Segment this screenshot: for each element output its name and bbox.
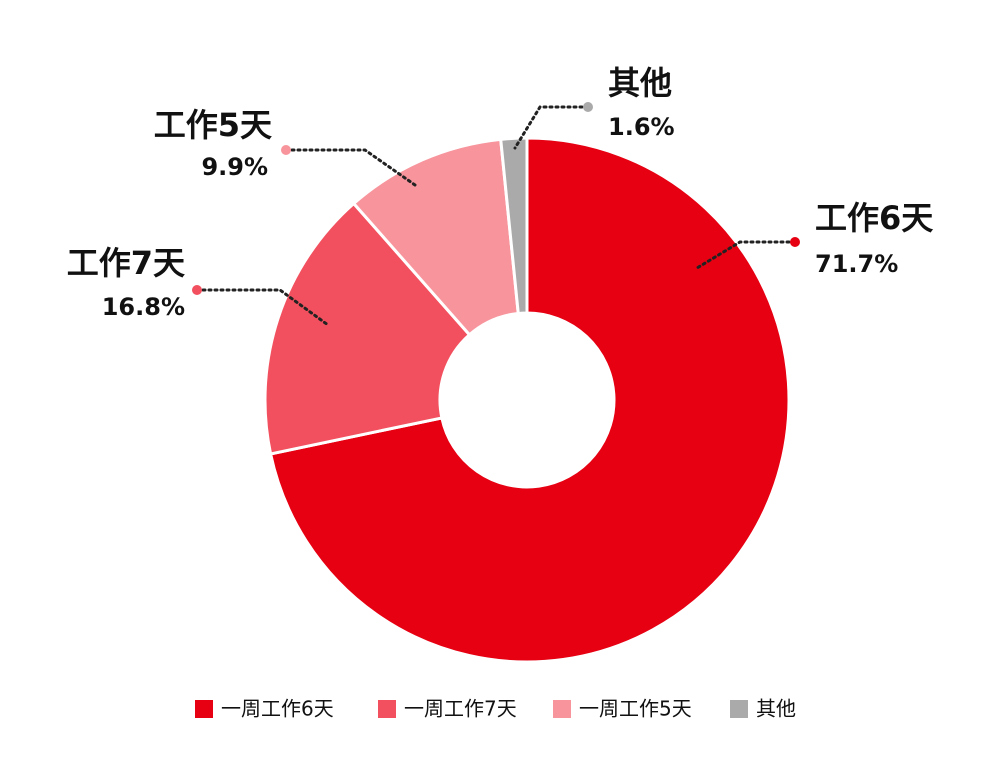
legend-label: 一周工作6天 (221, 697, 334, 721)
callout-value: 1.6% (608, 113, 675, 141)
callout-label: 工作6天 (815, 199, 933, 237)
callout-line (695, 240, 797, 270)
callout-value: 71.7% (815, 250, 898, 278)
callout-label: 工作7天 (67, 244, 185, 282)
legend-swatch (195, 700, 213, 718)
callout-dot (790, 237, 800, 247)
callout-dot (583, 102, 593, 112)
callout-label: 工作5天 (154, 106, 272, 144)
donut-slice (351, 137, 520, 337)
donut-slice (263, 201, 472, 456)
callout-line (284, 148, 417, 187)
legend-swatch (378, 700, 396, 718)
callout-dot (281, 145, 291, 155)
legend-label: 一周工作5天 (579, 697, 692, 721)
callout-line (195, 288, 330, 327)
legend-swatch (730, 700, 748, 718)
donut-slice (268, 136, 791, 664)
legend-label: 其他 (756, 697, 796, 721)
callout-dot (192, 285, 202, 295)
callout-value: 9.9% (201, 153, 268, 181)
legend-swatch (553, 700, 571, 718)
callout-line (513, 105, 590, 150)
callout-label: 其他 (608, 64, 672, 102)
legend-label: 一周工作7天 (404, 697, 517, 721)
donut-slice (499, 136, 529, 316)
callout-value: 16.8% (102, 293, 185, 321)
